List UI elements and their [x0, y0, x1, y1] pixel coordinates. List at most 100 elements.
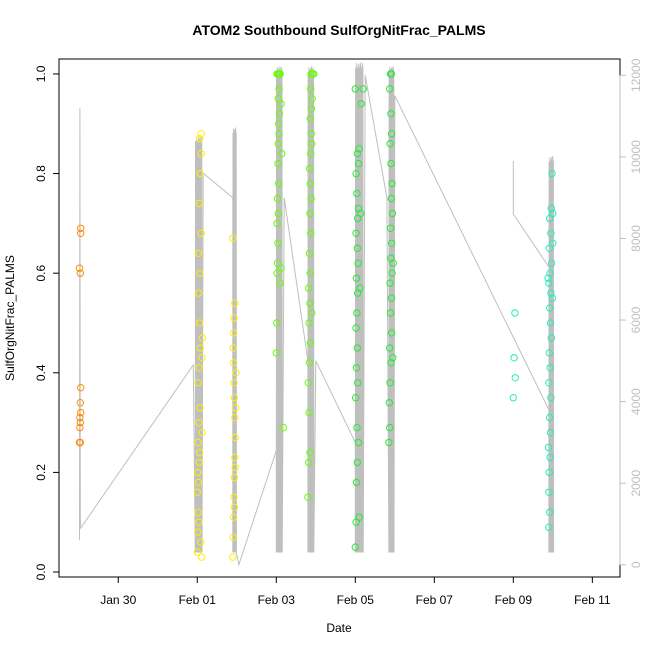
data-point	[353, 149, 361, 158]
data-point	[352, 478, 361, 487]
data-point	[386, 224, 395, 233]
data-point	[196, 269, 204, 277]
data-point	[352, 324, 360, 332]
data-point	[231, 433, 239, 442]
data-point	[195, 199, 203, 208]
data-point	[76, 438, 85, 447]
data-point	[545, 523, 553, 531]
right-altitude-axis: 0 2000 4000 6000 8000 10000 12000	[619, 58, 643, 568]
data-point	[195, 418, 203, 427]
data-point	[274, 159, 282, 168]
data-point	[352, 169, 360, 178]
data-point	[387, 194, 395, 203]
data-point	[231, 404, 240, 412]
data-point	[273, 194, 282, 203]
data-point	[547, 289, 555, 297]
y2-tick-label: 10000	[629, 140, 643, 174]
data-point	[195, 448, 204, 457]
data-point	[353, 423, 361, 432]
data-point	[352, 274, 361, 282]
data-point	[310, 70, 318, 78]
y2-tick-label: 8000	[629, 225, 643, 252]
data-point	[231, 299, 239, 307]
scatter-points-layer	[75, 70, 557, 561]
data-point	[547, 334, 555, 342]
y-tick-label: 1.0	[34, 65, 48, 82]
data-point	[545, 349, 553, 357]
data-point	[307, 149, 315, 158]
data-point	[198, 334, 207, 342]
data-point	[546, 428, 555, 437]
data-point	[357, 209, 365, 218]
y-axis: 0.0 0.2 0.4 0.6 0.8 1.0	[34, 65, 59, 580]
data-point	[386, 85, 394, 93]
data-point	[304, 493, 312, 501]
data-point	[308, 140, 316, 148]
data-point	[548, 169, 556, 178]
data-point	[353, 309, 361, 317]
data-point	[387, 130, 396, 138]
x-axis: Jan 30 Feb 01 Feb 03 Feb 05 Feb 07 Feb 09 Feb …	[100, 577, 611, 607]
x-tick-label: Feb 09	[495, 593, 533, 607]
data-point	[306, 299, 314, 307]
y-axis-label: SulfOrgNitFrac_PALMS	[3, 255, 17, 381]
data-point	[276, 70, 284, 78]
data-point	[231, 413, 239, 422]
data-point	[546, 508, 554, 516]
data-point	[197, 130, 205, 138]
data-point	[305, 319, 313, 327]
data-point	[307, 85, 315, 93]
data-point	[229, 513, 238, 521]
data-point	[273, 269, 281, 277]
data-point	[194, 438, 202, 447]
data-point	[387, 159, 395, 168]
y2-tick-label: 12000	[629, 58, 643, 92]
data-point	[273, 259, 282, 267]
y2-tick-label: 6000	[629, 306, 643, 333]
data-point	[198, 354, 206, 362]
data-point	[386, 423, 394, 432]
data-point	[387, 359, 395, 367]
data-point	[389, 259, 397, 267]
data-point	[547, 204, 555, 213]
data-point	[545, 244, 553, 253]
data-point	[305, 164, 314, 173]
data-point	[545, 468, 553, 477]
data-point	[194, 528, 202, 536]
data-point	[549, 209, 557, 218]
data-point	[546, 269, 554, 277]
data-point	[232, 369, 240, 377]
data-point	[546, 304, 554, 312]
y2-tick-label: 0	[629, 561, 643, 568]
data-point	[195, 319, 204, 327]
data-point	[511, 374, 519, 382]
data-point	[275, 179, 283, 188]
data-point	[194, 508, 202, 516]
data-point	[387, 329, 396, 337]
data-point	[544, 443, 553, 452]
data-point	[548, 259, 556, 267]
data-point	[511, 309, 519, 317]
data-point	[354, 159, 363, 168]
data-point	[386, 140, 394, 148]
data-point	[197, 553, 206, 561]
data-point	[231, 463, 239, 472]
data-point	[308, 95, 316, 103]
y-tick-label: 0.8	[34, 165, 48, 182]
data-point	[351, 543, 359, 551]
data-point	[510, 354, 518, 362]
data-point	[306, 115, 314, 123]
data-point	[352, 364, 361, 372]
data-point	[306, 448, 314, 457]
data-point	[545, 488, 553, 496]
altitude-line-layer	[79, 62, 555, 567]
data-point	[548, 294, 557, 302]
data-point	[386, 279, 394, 287]
data-point	[544, 274, 552, 282]
data-point	[546, 364, 554, 372]
data-point	[305, 458, 313, 467]
data-point	[546, 319, 555, 327]
data-point	[387, 239, 396, 248]
data-point	[229, 234, 237, 243]
y-tick-label: 0.6	[34, 265, 48, 282]
